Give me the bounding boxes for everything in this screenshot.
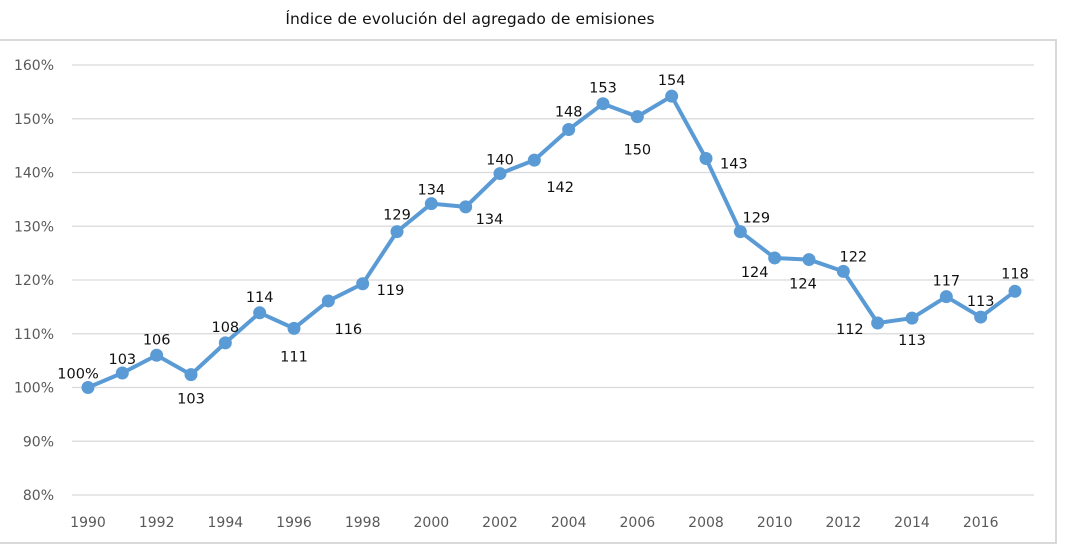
data-label: 154 — [658, 73, 686, 89]
data-label: 108 — [211, 320, 239, 336]
data-point — [1008, 284, 1022, 298]
data-label: 112 — [836, 322, 864, 338]
data-label: 134 — [476, 212, 504, 228]
y-tick-label: 130% — [14, 219, 54, 235]
y-tick-label: 150% — [14, 112, 54, 128]
data-label: 124 — [789, 277, 817, 293]
x-tick-label: 1996 — [276, 515, 312, 531]
y-tick-label: 110% — [14, 327, 54, 343]
x-tick-label: 1994 — [208, 515, 244, 531]
y-tick-label: 100% — [14, 381, 54, 397]
x-tick-label: 1990 — [70, 515, 106, 531]
data-label: 100% — [57, 367, 98, 383]
data-point — [218, 336, 232, 350]
y-tick-label: 120% — [14, 273, 54, 289]
data-point — [905, 311, 919, 325]
data-point — [459, 200, 473, 214]
data-label: 129 — [742, 211, 770, 227]
data-label: 118 — [1001, 266, 1029, 282]
y-axis-ticks: 80% 90% 100% 110% 120% 130% 140% 150% 160% — [14, 58, 54, 504]
data-point — [596, 97, 610, 111]
data-point — [802, 253, 816, 267]
data-label: 116 — [334, 322, 362, 338]
x-tick-label: 2012 — [826, 515, 862, 531]
data-label: 114 — [246, 290, 274, 306]
x-tick-label: 2004 — [551, 515, 587, 531]
y-tick-label: 140% — [14, 166, 54, 182]
y-tick-label: 80% — [23, 488, 54, 504]
data-point — [974, 310, 988, 324]
x-tick-label: 2006 — [620, 515, 656, 531]
x-tick-label: 2010 — [757, 515, 793, 531]
data-point — [836, 264, 850, 278]
data-point — [356, 277, 370, 291]
data-label: 103 — [177, 392, 205, 408]
data-point — [630, 110, 644, 124]
x-tick-label: 2002 — [482, 515, 518, 531]
x-tick-label: 2000 — [414, 515, 450, 531]
data-point — [321, 294, 335, 308]
data-label: 124 — [741, 265, 769, 281]
data-label: 113 — [898, 333, 926, 349]
data-label: 143 — [720, 157, 748, 173]
series-line — [87, 94, 1017, 390]
data-point — [768, 251, 782, 265]
data-label: 111 — [280, 349, 308, 365]
series-line-path — [87, 94, 1017, 390]
data-label: 150 — [623, 143, 651, 159]
data-point — [939, 290, 953, 304]
y-tick-label: 160% — [14, 58, 54, 74]
data-label: 142 — [546, 180, 574, 196]
x-axis-ticks: 1990 1992 1994 1996 1998 2000 2002 2004 2006 2008… — [70, 515, 998, 531]
data-point — [150, 348, 164, 362]
data-point — [253, 306, 267, 320]
data-label: 153 — [589, 81, 617, 97]
data-point — [527, 153, 541, 167]
data-label: 117 — [932, 274, 960, 290]
data-point — [562, 123, 576, 136]
data-point — [81, 381, 95, 394]
data-labels: 100% 103 106 103 108 114 111 116 119 129 134 134 140… — [57, 73, 1029, 407]
x-tick-label: 2008 — [688, 515, 724, 531]
data-label: 140 — [486, 153, 514, 169]
data-label: 148 — [555, 105, 583, 121]
gridlines — [72, 64, 1034, 496]
data-point — [699, 152, 713, 166]
data-point — [115, 366, 129, 380]
data-label: 122 — [839, 249, 867, 265]
series-points — [81, 89, 1022, 394]
data-point — [184, 368, 198, 382]
y-tick-label: 90% — [23, 434, 54, 450]
data-label: 103 — [108, 352, 136, 368]
chart-title: Índice de evolución del agregado de emis… — [285, 10, 655, 28]
data-point — [871, 316, 885, 330]
data-label: 106 — [143, 332, 171, 348]
data-point — [665, 89, 679, 103]
x-tick-label: 2014 — [894, 515, 930, 531]
x-tick-label: 1992 — [139, 515, 175, 531]
data-label: 134 — [417, 183, 445, 199]
x-tick-label: 1998 — [345, 515, 381, 531]
data-label: 119 — [377, 283, 405, 299]
data-point — [733, 225, 747, 239]
data-point — [493, 167, 507, 181]
data-point — [390, 225, 404, 239]
chart-frame — [0, 39, 1057, 544]
data-point — [287, 321, 301, 335]
x-tick-label: 2016 — [963, 515, 999, 531]
data-label: 129 — [383, 208, 411, 224]
data-label: 113 — [967, 294, 995, 310]
data-point — [424, 197, 438, 211]
